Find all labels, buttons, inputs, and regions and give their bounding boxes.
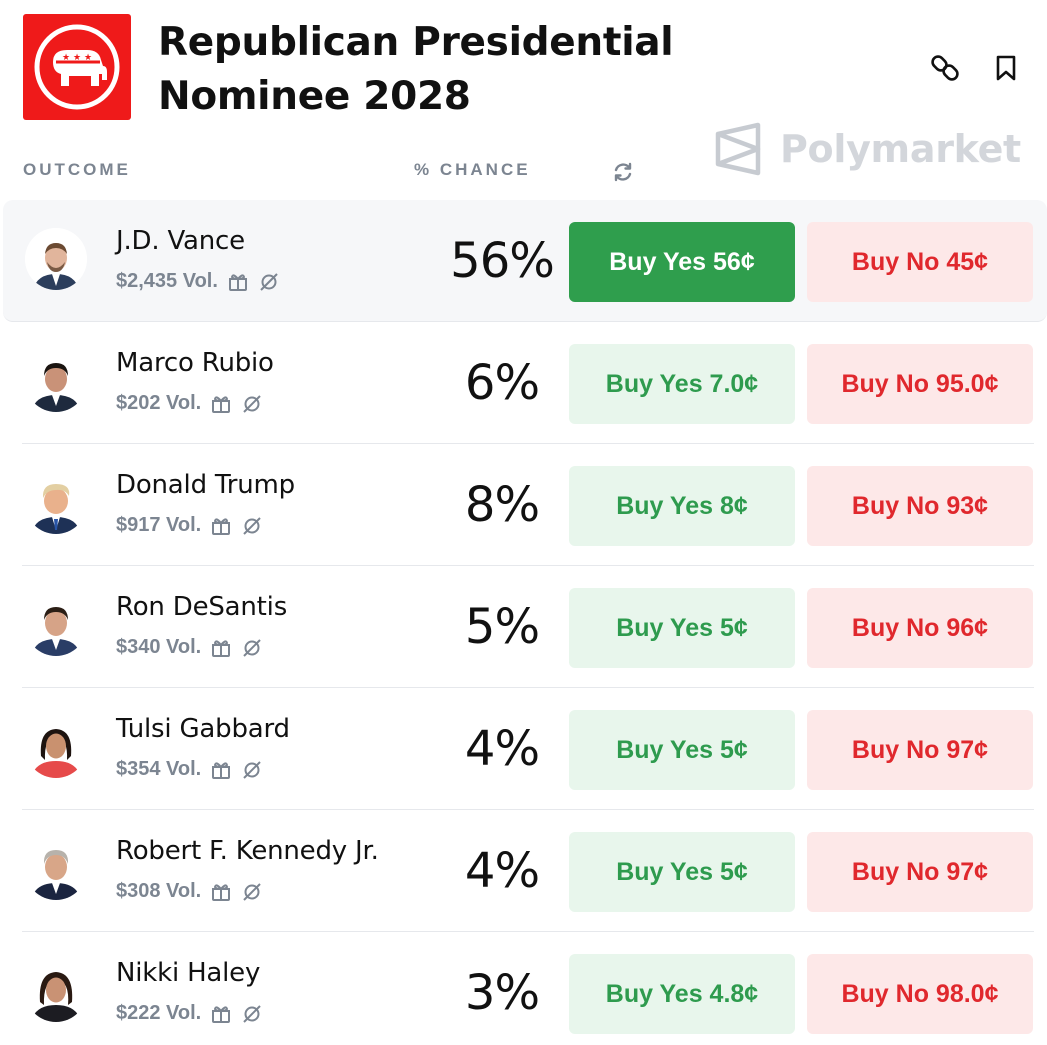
outcome-meta: $917 Vol. — [116, 514, 263, 537]
svg-text:★: ★ — [62, 53, 70, 63]
outcome-name: Robert F. Kennedy Jr. — [116, 836, 379, 866]
buy-no-button[interactable]: Buy No 97¢ — [807, 710, 1033, 790]
outcome-chance: 4% — [464, 843, 540, 899]
avatar — [25, 350, 87, 412]
buy-no-button[interactable]: Buy No 98.0¢ — [807, 954, 1033, 1034]
buy-no-button[interactable]: Buy No 96¢ — [807, 588, 1033, 668]
svg-text:★: ★ — [84, 53, 92, 63]
outcome-volume: $340 Vol. — [116, 636, 202, 658]
gift-icon[interactable] — [210, 881, 232, 903]
gift-icon[interactable] — [227, 271, 249, 293]
buy-yes-button[interactable]: Buy Yes 56¢ — [569, 222, 795, 302]
buy-no-button[interactable]: Buy No 93¢ — [807, 466, 1033, 546]
no-rewards-icon[interactable] — [241, 881, 263, 903]
outcome-row-desantis[interactable]: Ron DeSantis $340 Vol. 5% Buy Yes 5¢ Buy… — [22, 566, 1034, 688]
outcome-meta: $354 Vol. — [116, 758, 263, 781]
outcome-row-trump[interactable]: Donald Trump $917 Vol. 8% Buy Yes 8¢ Buy… — [22, 444, 1034, 566]
outcome-meta: $202 Vol. — [116, 392, 263, 415]
buy-yes-button[interactable]: Buy Yes 7.0¢ — [569, 344, 795, 424]
avatar — [25, 716, 87, 778]
no-rewards-icon[interactable] — [258, 271, 280, 293]
svg-text:★: ★ — [73, 53, 81, 63]
buy-no-button[interactable]: Buy No 95.0¢ — [807, 344, 1033, 424]
outcome-meta: $340 Vol. — [116, 636, 263, 659]
outcome-chance: 4% — [464, 721, 540, 777]
no-rewards-icon[interactable] — [241, 637, 263, 659]
column-header-chance: % CHANCE — [414, 160, 531, 179]
buy-yes-button[interactable]: Buy Yes 5¢ — [569, 832, 795, 912]
outcome-name: Ron DeSantis — [116, 592, 288, 622]
outcome-volume: $917 Vol. — [116, 514, 202, 536]
outcome-chance: 6% — [464, 355, 540, 411]
polymarket-logo-icon — [715, 122, 761, 176]
column-header-outcome: OUTCOME — [23, 160, 131, 179]
outcome-chance: 56% — [450, 233, 555, 289]
market-header: ★ ★ ★ Republican Presidential Nominee 20… — [0, 0, 1047, 140]
no-rewards-icon[interactable] — [241, 759, 263, 781]
outcome-name: J.D. Vance — [116, 226, 245, 256]
outcome-name: Marco Rubio — [116, 348, 274, 378]
outcome-chance: 8% — [464, 477, 540, 533]
brand-name: Polymarket — [780, 127, 1021, 171]
gift-icon[interactable] — [210, 759, 232, 781]
bookmark-icon[interactable] — [990, 52, 1022, 84]
outcome-row-gabbard[interactable]: Tulsi Gabbard $354 Vol. 4% Buy Yes 5¢ Bu… — [22, 688, 1034, 810]
outcome-name: Nikki Haley — [116, 958, 261, 988]
avatar — [25, 838, 87, 900]
avatar — [25, 960, 87, 1022]
outcome-row-vance[interactable]: J.D. Vance $2,435 Vol. 56% Buy Yes 56¢ B… — [3, 200, 1047, 322]
avatar — [25, 594, 87, 656]
gop-elephant-icon: ★ ★ ★ — [23, 14, 131, 120]
no-rewards-icon[interactable] — [241, 1003, 263, 1025]
outcome-meta: $2,435 Vol. — [116, 270, 280, 293]
outcome-chance: 3% — [464, 965, 540, 1021]
outcome-volume: $2,435 Vol. — [116, 270, 218, 292]
outcome-meta: $308 Vol. — [116, 880, 263, 903]
outcome-chance: 5% — [464, 599, 540, 655]
buy-no-button[interactable]: Buy No 97¢ — [807, 832, 1033, 912]
outcome-volume: $222 Vol. — [116, 1002, 202, 1024]
refresh-icon[interactable] — [611, 160, 635, 184]
buy-yes-button[interactable]: Buy Yes 4.8¢ — [569, 954, 795, 1034]
avatar — [25, 228, 87, 290]
outcome-name: Tulsi Gabbard — [116, 714, 290, 744]
outcome-row-haley[interactable]: Nikki Haley $222 Vol. 3% Buy Yes 4.8¢ Bu… — [22, 932, 1034, 1045]
outcome-volume: $308 Vol. — [116, 880, 202, 902]
gift-icon[interactable] — [210, 393, 232, 415]
outcome-row-rubio[interactable]: Marco Rubio $202 Vol. 6% Buy Yes 7.0¢ Bu… — [22, 322, 1034, 444]
market-title: Republican Presidential Nominee 2028 — [158, 20, 674, 119]
buy-yes-button[interactable]: Buy Yes 5¢ — [569, 710, 795, 790]
buy-yes-button[interactable]: Buy Yes 8¢ — [569, 466, 795, 546]
buy-no-button[interactable]: Buy No 45¢ — [807, 222, 1033, 302]
avatar — [25, 472, 87, 534]
polymarket-watermark: Polymarket — [714, 120, 1021, 178]
buy-yes-button[interactable]: Buy Yes 5¢ — [569, 588, 795, 668]
no-rewards-icon[interactable] — [241, 515, 263, 537]
outcome-volume: $354 Vol. — [116, 758, 202, 780]
gift-icon[interactable] — [210, 1003, 232, 1025]
copy-link-icon[interactable] — [929, 52, 961, 84]
outcome-meta: $222 Vol. — [116, 1002, 263, 1025]
outcome-row-kennedy[interactable]: Robert F. Kennedy Jr. $308 Vol. 4% Buy Y… — [22, 810, 1034, 932]
gift-icon[interactable] — [210, 637, 232, 659]
outcome-volume: $202 Vol. — [116, 392, 202, 414]
no-rewards-icon[interactable] — [241, 393, 263, 415]
gift-icon[interactable] — [210, 515, 232, 537]
outcome-name: Donald Trump — [116, 470, 295, 500]
